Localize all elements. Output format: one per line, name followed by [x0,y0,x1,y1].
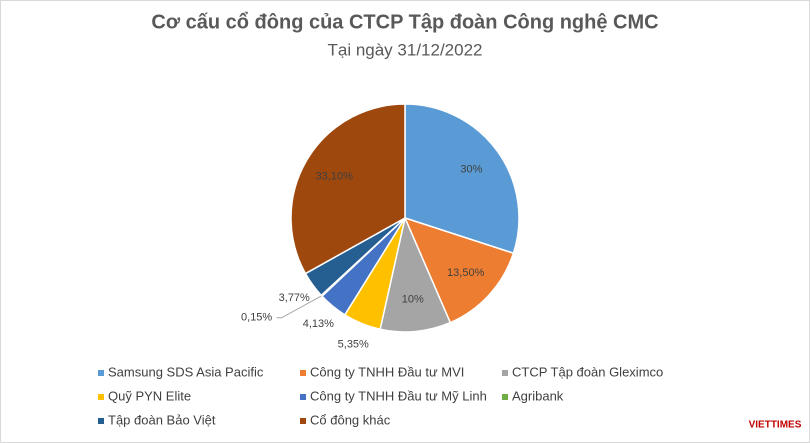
legend-label: Samsung SDS Asia Pacific [108,364,264,379]
pie-slice [290,103,406,275]
legend-label: Công ty TNHH Đầu tư MVI [310,364,464,379]
legend-label: Agribank [512,388,564,403]
chart-subtitle: Tại ngày 31/12/2022 [327,40,482,59]
chart-title: Cơ cấu cổ đông của CTCP Tập đoàn Công ng… [151,11,658,33]
legend-label: Cổ đông khác [310,412,391,427]
legend-label: Quỹ PYN Elite [108,388,191,403]
leader-line [276,295,322,319]
watermark: VIETTIMES [749,420,802,431]
data-label: 30% [460,164,482,176]
legend-swatch [300,418,306,424]
legend-label: CTCP Tập đoàn Gleximco [512,364,663,379]
legend-swatch [98,370,104,376]
pie-slice [379,215,452,333]
legend-swatch [98,418,104,424]
data-label: 13,50% [447,267,485,279]
legend-swatch [502,370,508,376]
legend-swatch [98,394,104,400]
data-label: 5,35% [338,339,369,351]
pie-slice [404,103,520,255]
legend-swatch [300,394,306,400]
legend-label: Công ty TNHH Đầu tư Mỹ Linh [310,388,487,403]
data-label: 0,15% [241,312,272,324]
data-label: 4,13% [303,318,334,330]
pie-slice [403,216,515,324]
data-label: 3,77% [279,292,310,304]
legend-label: Tập đoàn Bảo Việt [108,412,216,427]
legend-swatch [502,394,508,400]
data-label: 10% [402,294,424,306]
data-label: 33,10% [316,170,354,182]
legend-swatch [300,370,306,376]
